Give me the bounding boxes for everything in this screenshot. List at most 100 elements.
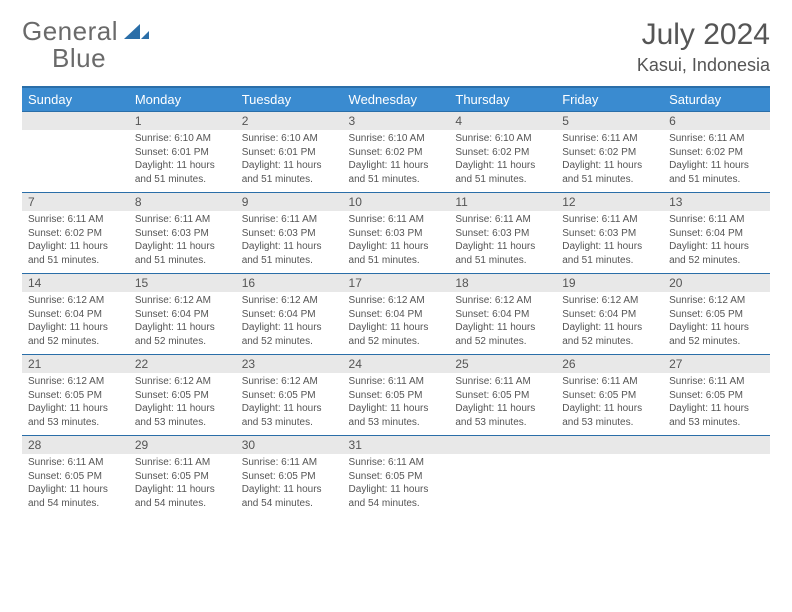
day-detail-cell: [556, 454, 663, 516]
sunset-text: Sunset: 6:04 PM: [242, 308, 337, 322]
day-detail-cell: Sunrise: 6:12 AMSunset: 6:05 PMDaylight:…: [236, 373, 343, 436]
day-number-cell: 14: [22, 274, 129, 293]
day-detail-row: Sunrise: 6:12 AMSunset: 6:04 PMDaylight:…: [22, 292, 770, 355]
sunrise-text: Sunrise: 6:12 AM: [455, 294, 550, 308]
sunrise-text: Sunrise: 6:11 AM: [28, 213, 123, 227]
daylight-text: Daylight: 11 hours and 51 minutes.: [28, 240, 123, 267]
day-detail-row: Sunrise: 6:11 AMSunset: 6:02 PMDaylight:…: [22, 211, 770, 274]
daylight-text: Daylight: 11 hours and 51 minutes.: [242, 240, 337, 267]
day-number-cell: 31: [343, 436, 450, 455]
day-number-cell: [663, 436, 770, 455]
daylight-text: Daylight: 11 hours and 53 minutes.: [135, 402, 230, 429]
sunset-text: Sunset: 6:02 PM: [669, 146, 764, 160]
day-detail-cell: Sunrise: 6:11 AMSunset: 6:05 PMDaylight:…: [663, 373, 770, 436]
day-number-cell: 2: [236, 112, 343, 131]
day-number-cell: 13: [663, 193, 770, 212]
sunset-text: Sunset: 6:02 PM: [28, 227, 123, 241]
daylight-text: Daylight: 11 hours and 51 minutes.: [562, 240, 657, 267]
day-detail-cell: Sunrise: 6:11 AMSunset: 6:05 PMDaylight:…: [22, 454, 129, 516]
daylight-text: Daylight: 11 hours and 52 minutes.: [349, 321, 444, 348]
daylight-text: Daylight: 11 hours and 51 minutes.: [135, 240, 230, 267]
day-detail-cell: Sunrise: 6:11 AMSunset: 6:03 PMDaylight:…: [236, 211, 343, 274]
day-number-cell: 23: [236, 355, 343, 374]
sunset-text: Sunset: 6:05 PM: [242, 470, 337, 484]
sunset-text: Sunset: 6:05 PM: [135, 470, 230, 484]
sunrise-text: Sunrise: 6:10 AM: [455, 132, 550, 146]
day-detail-cell: Sunrise: 6:12 AMSunset: 6:04 PMDaylight:…: [22, 292, 129, 355]
day-number-cell: 20: [663, 274, 770, 293]
day-detail-cell: Sunrise: 6:12 AMSunset: 6:04 PMDaylight:…: [449, 292, 556, 355]
day-detail-cell: Sunrise: 6:10 AMSunset: 6:02 PMDaylight:…: [449, 130, 556, 193]
day-detail-cell: Sunrise: 6:12 AMSunset: 6:04 PMDaylight:…: [236, 292, 343, 355]
daylight-text: Daylight: 11 hours and 52 minutes.: [562, 321, 657, 348]
sunset-text: Sunset: 6:02 PM: [562, 146, 657, 160]
daylight-text: Daylight: 11 hours and 52 minutes.: [669, 240, 764, 267]
day-number-cell: 25: [449, 355, 556, 374]
sunrise-text: Sunrise: 6:11 AM: [669, 132, 764, 146]
day-number-cell: 27: [663, 355, 770, 374]
daylight-text: Daylight: 11 hours and 51 minutes.: [135, 159, 230, 186]
day-detail-cell: Sunrise: 6:12 AMSunset: 6:05 PMDaylight:…: [129, 373, 236, 436]
sunset-text: Sunset: 6:03 PM: [455, 227, 550, 241]
daylight-text: Daylight: 11 hours and 53 minutes.: [455, 402, 550, 429]
day-detail-cell: Sunrise: 6:11 AMSunset: 6:03 PMDaylight:…: [343, 211, 450, 274]
sunset-text: Sunset: 6:04 PM: [562, 308, 657, 322]
sunrise-text: Sunrise: 6:11 AM: [349, 213, 444, 227]
day-detail-cell: Sunrise: 6:11 AMSunset: 6:05 PMDaylight:…: [449, 373, 556, 436]
day-number-cell: 26: [556, 355, 663, 374]
day-number-cell: 4: [449, 112, 556, 131]
day-number-cell: 18: [449, 274, 556, 293]
sunrise-text: Sunrise: 6:12 AM: [135, 375, 230, 389]
sunset-text: Sunset: 6:05 PM: [28, 470, 123, 484]
day-detail-cell: Sunrise: 6:11 AMSunset: 6:03 PMDaylight:…: [449, 211, 556, 274]
weekday-header: Wednesday: [343, 87, 450, 112]
sunrise-text: Sunrise: 6:12 AM: [242, 375, 337, 389]
sunrise-text: Sunrise: 6:12 AM: [135, 294, 230, 308]
day-detail-cell: Sunrise: 6:11 AMSunset: 6:02 PMDaylight:…: [22, 211, 129, 274]
day-detail-cell: Sunrise: 6:11 AMSunset: 6:05 PMDaylight:…: [343, 373, 450, 436]
daylight-text: Daylight: 11 hours and 51 minutes.: [455, 159, 550, 186]
title-block: July 2024 Kasui, Indonesia: [637, 18, 770, 76]
sunset-text: Sunset: 6:04 PM: [28, 308, 123, 322]
daylight-text: Daylight: 11 hours and 51 minutes.: [242, 159, 337, 186]
weekday-header: Tuesday: [236, 87, 343, 112]
sunrise-text: Sunrise: 6:12 AM: [669, 294, 764, 308]
sunrise-text: Sunrise: 6:12 AM: [242, 294, 337, 308]
sunrise-text: Sunrise: 6:12 AM: [349, 294, 444, 308]
sunrise-text: Sunrise: 6:12 AM: [28, 294, 123, 308]
sunset-text: Sunset: 6:03 PM: [349, 227, 444, 241]
day-number-cell: 30: [236, 436, 343, 455]
daylight-text: Daylight: 11 hours and 51 minutes.: [455, 240, 550, 267]
daylight-text: Daylight: 11 hours and 51 minutes.: [349, 240, 444, 267]
day-detail-cell: Sunrise: 6:11 AMSunset: 6:05 PMDaylight:…: [236, 454, 343, 516]
sunset-text: Sunset: 6:05 PM: [28, 389, 123, 403]
day-number-cell: 28: [22, 436, 129, 455]
day-detail-cell: Sunrise: 6:11 AMSunset: 6:04 PMDaylight:…: [663, 211, 770, 274]
day-detail-cell: Sunrise: 6:12 AMSunset: 6:04 PMDaylight:…: [556, 292, 663, 355]
weekday-header: Friday: [556, 87, 663, 112]
logo-word1: General: [22, 16, 118, 46]
day-number-cell: 21: [22, 355, 129, 374]
day-detail-row: Sunrise: 6:12 AMSunset: 6:05 PMDaylight:…: [22, 373, 770, 436]
day-detail-cell: Sunrise: 6:10 AMSunset: 6:01 PMDaylight:…: [236, 130, 343, 193]
logo-sail-icon: [124, 22, 150, 40]
day-number-cell: 16: [236, 274, 343, 293]
sunrise-text: Sunrise: 6:11 AM: [135, 456, 230, 470]
sunset-text: Sunset: 6:05 PM: [669, 389, 764, 403]
daylight-text: Daylight: 11 hours and 51 minutes.: [349, 159, 444, 186]
day-number-cell: 8: [129, 193, 236, 212]
day-number-cell: 22: [129, 355, 236, 374]
sunset-text: Sunset: 6:05 PM: [242, 389, 337, 403]
daylight-text: Daylight: 11 hours and 51 minutes.: [562, 159, 657, 186]
sunset-text: Sunset: 6:04 PM: [135, 308, 230, 322]
sunset-text: Sunset: 6:04 PM: [455, 308, 550, 322]
day-detail-cell: Sunrise: 6:11 AMSunset: 6:05 PMDaylight:…: [343, 454, 450, 516]
weekday-header: Sunday: [22, 87, 129, 112]
day-number-cell: 29: [129, 436, 236, 455]
day-number-cell: 10: [343, 193, 450, 212]
day-number-row: 14151617181920: [22, 274, 770, 293]
day-number-cell: 6: [663, 112, 770, 131]
month-title: July 2024: [637, 18, 770, 51]
calendar-table: Sunday Monday Tuesday Wednesday Thursday…: [22, 86, 770, 516]
day-number-row: 78910111213: [22, 193, 770, 212]
